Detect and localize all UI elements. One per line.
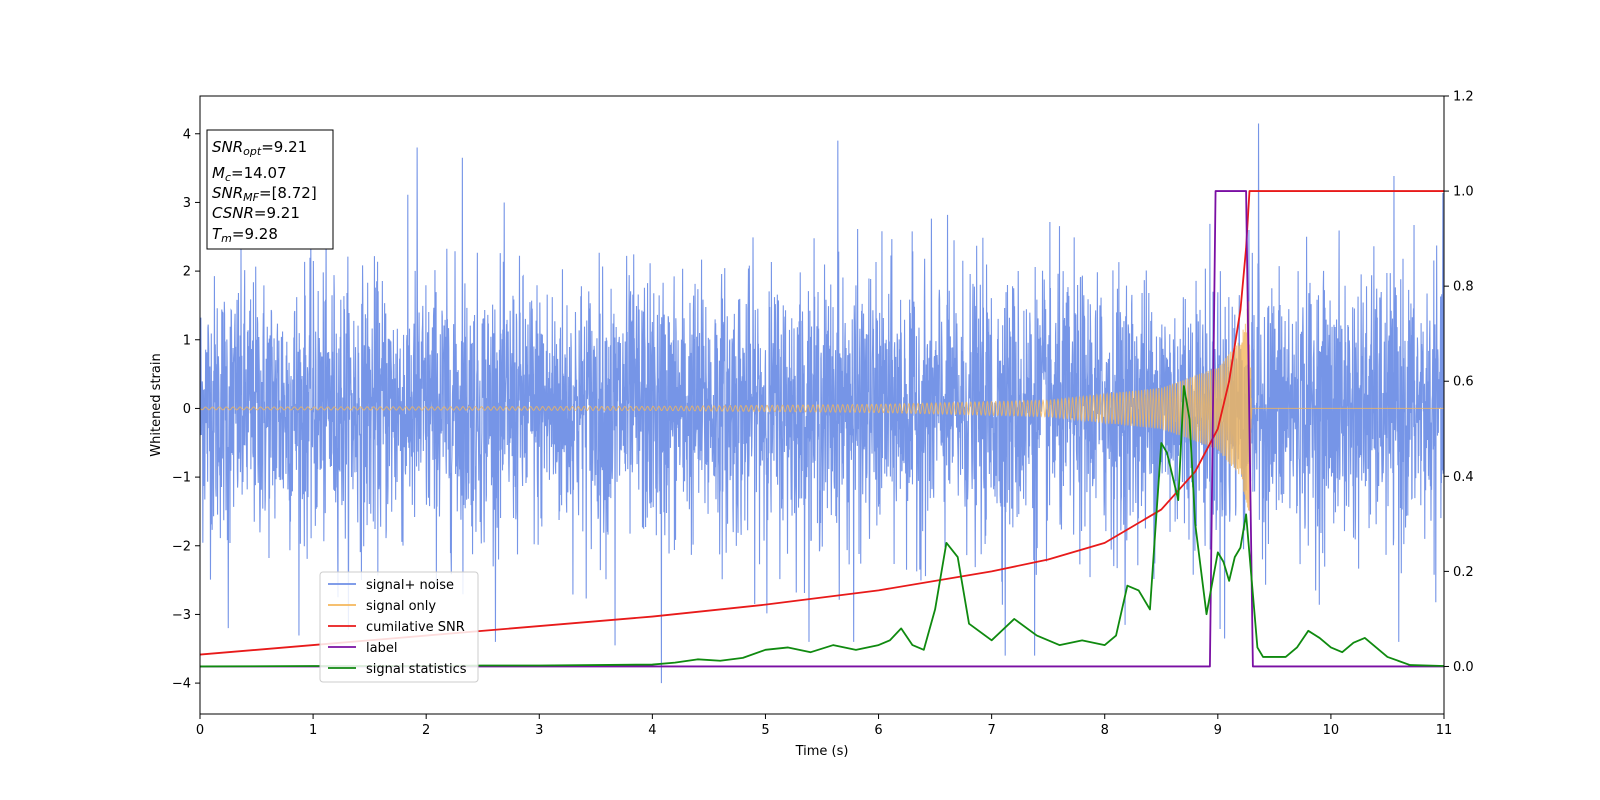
y-right-tick-label-2: 0.8 — [1453, 280, 1474, 295]
y-axis-label: Whitened strain — [149, 353, 164, 456]
y-right-tick-label-0: 1.2 — [1453, 90, 1474, 105]
y-right-tick-label-3: 0.6 — [1453, 375, 1474, 390]
y-left-tick-label-8: −4 — [172, 677, 191, 692]
legend: signal+ noise signal only cumilative SNR… — [319, 571, 479, 683]
x-axis: 0 1 2 3 4 5 6 7 8 9 10 11 — [196, 714, 1452, 738]
plot-area — [200, 123, 1444, 684]
y-left-tick-label-0: 4 — [183, 127, 191, 142]
x-tick-label-6: 6 — [874, 723, 882, 738]
left-y-axis: 4 3 2 1 0 −1 −2 −3 −4 — [172, 127, 200, 692]
x-tick-label-8: 8 — [1101, 723, 1109, 738]
signal-only-series — [200, 301, 1444, 511]
info-snr-opt: SNRopt=9.21 — [212, 138, 307, 158]
x-tick-label-0: 0 — [196, 723, 204, 738]
y-left-tick-label-3: 1 — [183, 333, 191, 348]
info-box: SNRopt=9.21 Mc=14.07 SNRMF=[8.72] CSNR=9… — [206, 129, 334, 250]
y-left-tick-label-6: −2 — [172, 539, 191, 554]
x-tick-label-3: 3 — [535, 723, 543, 738]
y-left-tick-label-4: 0 — [183, 402, 191, 417]
right-axis-series — [200, 190, 1444, 668]
legend-label-signal-only: signal only — [366, 599, 436, 614]
x-tick-label-2: 2 — [422, 723, 430, 738]
y-left-tick-label-7: −3 — [172, 608, 191, 623]
legend-label-signal-statistics: signal statistics — [366, 662, 467, 677]
info-mc: Mc=14.07 — [212, 164, 287, 184]
x-tick-label-4: 4 — [648, 723, 656, 738]
legend-label-cumulative-snr: cumilative SNR — [366, 620, 465, 635]
x-tick-label-5: 5 — [761, 723, 769, 738]
signal-only-line — [200, 301, 1444, 511]
plot-frame — [199, 95, 1445, 715]
y-right-tick-label-4: 0.4 — [1453, 470, 1474, 485]
legend-label-label: label — [366, 641, 397, 656]
legend-label-signal-noise: signal+ noise — [366, 578, 454, 593]
y-right-tick-label-1: 1.0 — [1453, 185, 1474, 200]
x-tick-label-1: 1 — [309, 723, 317, 738]
y-left-tick-label-1: 3 — [183, 196, 191, 211]
info-snr-mf: SNRMF=[8.72] — [212, 184, 317, 204]
x-tick-label-10: 10 — [1323, 723, 1340, 738]
signal-statistics-line — [200, 385, 1444, 668]
info-csnr: CSNR=9.21 — [212, 204, 300, 222]
label-line — [200, 190, 1444, 668]
y-right-tick-label-6: 0.0 — [1453, 660, 1474, 675]
x-axis-label: Time (s) — [795, 744, 849, 759]
y-left-tick-label-5: −1 — [172, 471, 191, 486]
cumulative-snr-line — [200, 190, 1444, 656]
info-tm: Tm=9.28 — [212, 225, 278, 245]
x-tick-label-11: 11 — [1436, 723, 1453, 738]
x-tick-label-7: 7 — [987, 723, 995, 738]
y-left-tick-label-2: 2 — [183, 265, 191, 280]
y-right-tick-label-5: 0.2 — [1453, 565, 1474, 580]
x-tick-label-9: 9 — [1214, 723, 1222, 738]
right-y-axis: 1.2 1.0 0.8 0.6 0.4 0.2 0.0 — [1444, 90, 1474, 675]
